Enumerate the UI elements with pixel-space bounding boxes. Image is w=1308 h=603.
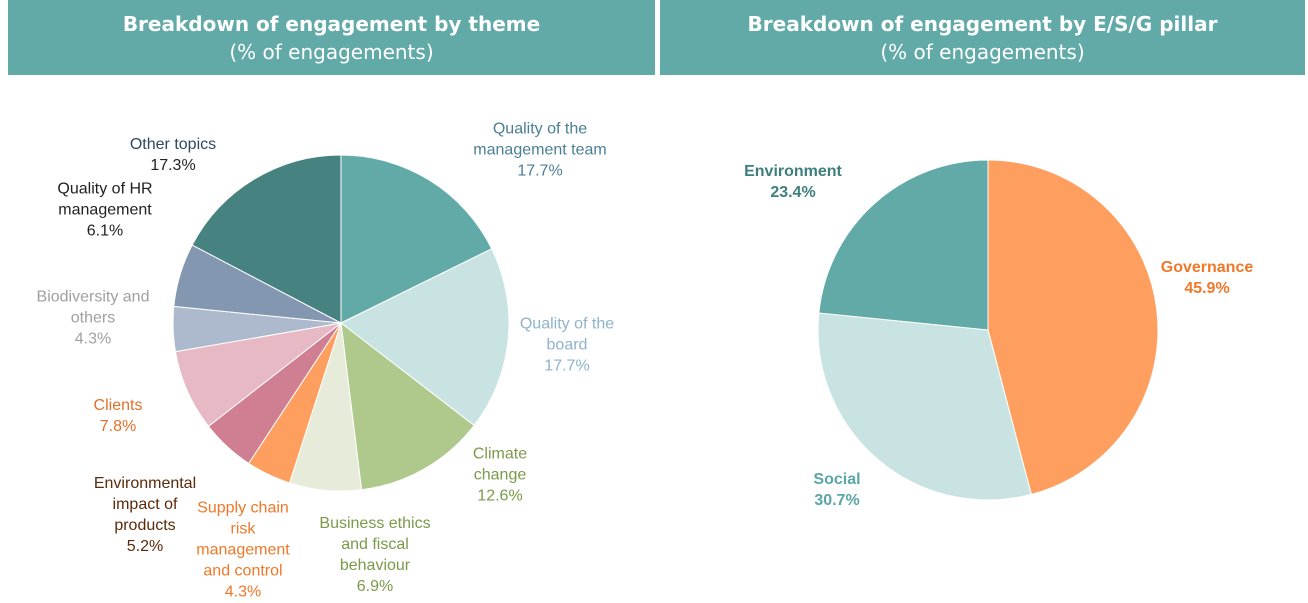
category-label: Climate change (472, 445, 528, 484)
value-label: 6.9% (356, 578, 394, 595)
value-label: 45.9% (1184, 280, 1230, 297)
category-label: Environment (744, 163, 842, 180)
slice-label: Biodiversity and others 4.3% (33, 287, 153, 350)
value-label: 30.7% (814, 492, 860, 509)
pie-slice (818, 159, 989, 331)
slice-label: Quality of HR management 6.1% (40, 179, 170, 242)
category-label: Social (813, 471, 861, 488)
value-label: 7.8% (99, 418, 137, 435)
value-label: 17.3% (150, 157, 196, 174)
pie-slice (340, 154, 493, 324)
pie-slice (817, 312, 1032, 501)
pie-slice (340, 248, 510, 427)
pie-slice (191, 154, 342, 324)
value-label: 5.2% (126, 538, 164, 555)
chart-subtitle: (% of engagements) (880, 40, 1085, 64)
category-label: Supply chain risk management and control (196, 499, 290, 580)
chart-title: Breakdown of engagement by theme (122, 12, 541, 36)
value-label: 17.7% (544, 357, 590, 375)
pie-slice (340, 321, 475, 491)
category-label: Quality of the management team (473, 120, 607, 159)
chart-subtitle: (% of engagements) (229, 40, 434, 64)
value-label: 6.1% (86, 222, 124, 240)
category-label: Business ethics and fiscal behaviour (319, 515, 431, 574)
value-label: 4.3% (224, 583, 262, 601)
category-label: Environmental impact of products (93, 475, 197, 534)
value-label: 4.3% (74, 330, 112, 348)
slice-label: Environment 23.4% (728, 161, 858, 203)
header: Breakdown of engagement by theme (% of e… (8, 0, 655, 75)
slice-label: Environmental impact of products 5.2% (80, 473, 210, 557)
slice-label: Business ethics and fiscal behaviour 6.9% (305, 513, 445, 597)
category-label: Biodiversity and others (36, 288, 150, 327)
pie-slice (987, 159, 1159, 496)
slice-label: Quality of the management team 17.7% (455, 119, 625, 182)
slice-label: Other topics 17.3% (113, 134, 233, 176)
slice-label: Governance 45.9% (1147, 257, 1267, 299)
slice-label: Social 30.7% (787, 469, 887, 511)
chart-title: Breakdown of engagement by E/S/G pillar (747, 12, 1218, 36)
header: Breakdown of engagement by E/S/G pillar … (660, 0, 1305, 75)
value-label: 12.6% (477, 487, 523, 505)
slice-label: Clients 7.8% (68, 395, 168, 437)
value-label: 23.4% (770, 184, 816, 201)
category-label: Quality of the board (519, 315, 615, 354)
slice-label: Climate change 12.6% (455, 444, 545, 507)
category-label: Clients (93, 397, 143, 414)
category-label: Governance (1160, 259, 1254, 276)
slice-label: Quality of the board 17.7% (517, 314, 617, 377)
category-label: Other topics (129, 136, 217, 153)
slice-label: Supply chain risk management and control… (183, 498, 303, 603)
category-label: Quality of HR management (57, 180, 153, 219)
value-label: 17.7% (517, 162, 563, 180)
